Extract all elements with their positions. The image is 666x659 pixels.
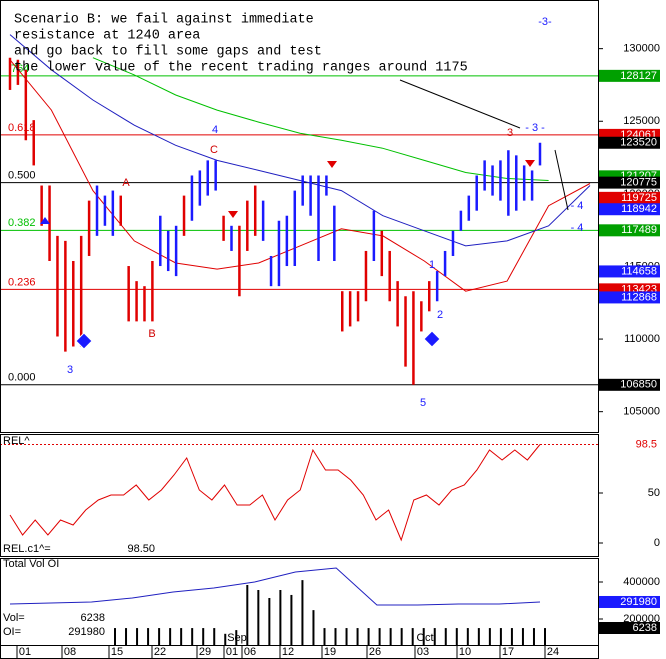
x-tick-label: 26	[369, 646, 381, 658]
x-tick-label: 15	[111, 646, 123, 658]
triangle-marker	[40, 217, 50, 224]
y-tick-label: 50	[648, 487, 660, 499]
wave-label: A	[122, 177, 130, 189]
y-tick-label: 110000	[624, 333, 660, 345]
annotation: resistance at 1240 area	[14, 29, 200, 44]
price-tag-label: 112868	[621, 291, 657, 303]
y-tick-label: 0	[654, 537, 660, 549]
oi-tag	[599, 595, 660, 608]
panel-title: Total Vol OI	[3, 558, 59, 570]
x-tick-label: 17	[502, 646, 514, 658]
moving-average	[9, 59, 591, 292]
legend-label: Vol=	[3, 612, 25, 624]
wave-label: 4	[212, 124, 218, 136]
price-tag-label: 114658	[621, 265, 657, 277]
oi-line	[9, 567, 541, 606]
frames	[0, 0, 599, 659]
price-tag-label: 120775	[620, 177, 657, 189]
wave-label: 3	[507, 127, 513, 139]
x-tick-label: 29	[199, 646, 211, 658]
panel-title: REL^	[3, 435, 30, 447]
moving-average	[9, 34, 591, 247]
chart-layer: .7640.6180.5000.3820.2360.00010500011000…	[0, 13, 660, 659]
price-tag-label: 128127	[620, 70, 657, 82]
wave-label: - 4	[571, 200, 584, 212]
x-tick-label: 19	[324, 646, 336, 658]
fib-label: 0.500	[8, 170, 36, 182]
x-tick-label: 10	[459, 646, 471, 658]
price-tag	[599, 378, 660, 391]
fib-label: 0.382	[8, 217, 36, 229]
annotation: and go back to fill some gaps and test	[14, 45, 322, 60]
x-tick-label: 03	[417, 646, 429, 658]
price-tag	[599, 291, 660, 304]
x-tick-label: 24	[547, 646, 559, 658]
tag-label: 98.5	[636, 438, 657, 450]
price-tag	[599, 136, 660, 149]
price-tag	[599, 203, 660, 216]
diamond-markers	[75, 330, 441, 350]
wave-label: 5	[420, 397, 426, 409]
legend-value: 6238	[81, 612, 105, 624]
arrow	[399, 79, 521, 129]
legend-value: 291980	[68, 626, 105, 638]
annotation: the lower value of the recent trading ra…	[14, 61, 468, 76]
wave-label: 2	[437, 309, 443, 321]
x-tick-label: 01	[19, 646, 31, 658]
price-tag-label: 118942	[621, 203, 657, 215]
moving-average	[92, 57, 549, 181]
y-tick-label: 400000	[623, 576, 660, 588]
price-tag	[599, 224, 660, 237]
wave-label: C	[210, 144, 218, 156]
x-tick-label: 22	[154, 646, 166, 658]
price-tag	[599, 176, 660, 189]
arrow	[554, 149, 569, 211]
wave-label: - 4	[571, 222, 584, 234]
wave-label: -3-	[538, 16, 552, 28]
annotation: Scenario B: we fail against immediate	[14, 13, 314, 28]
x-tick-label: 12	[282, 646, 294, 658]
x-tick-label: 06	[244, 646, 256, 658]
fib-label: 0.236	[8, 276, 36, 288]
price-tag-label: 123520	[620, 137, 657, 149]
wave-label: - 3 -	[525, 122, 545, 134]
legend-label: OI=	[3, 626, 21, 638]
vol-tag	[599, 622, 660, 634]
price-frame	[0, 0, 599, 433]
month-label: Oct	[416, 632, 433, 644]
oi-tag-label: 291980	[620, 596, 657, 608]
legend-value: 98.50	[127, 543, 155, 555]
price-tag-label: 106850	[620, 379, 657, 391]
wave-label: 1	[429, 259, 435, 271]
rel-frame	[0, 434, 599, 557]
x-tick-label: 01	[226, 646, 238, 658]
y-tick-label: 130000	[623, 43, 660, 55]
price-tag	[599, 265, 660, 278]
fib-label: 0.000	[8, 372, 36, 384]
y-tick-label: 125000	[623, 115, 660, 127]
month-label: Sep	[227, 632, 247, 644]
wave-label: 3	[67, 364, 73, 376]
vol-tag-label: 6238	[633, 622, 657, 634]
price-tag	[599, 69, 660, 82]
y-tick-label: 200000	[623, 613, 660, 625]
rel-line	[9, 444, 541, 542]
price-tag-label: 117489	[621, 224, 657, 236]
wave-label: B	[148, 328, 155, 340]
x-tick-label: 08	[64, 646, 76, 658]
price-tag-label: 119725	[621, 192, 657, 204]
y-tick-label: 105000	[623, 406, 660, 418]
price-tag	[599, 191, 660, 204]
fib-label: 0.618	[8, 122, 36, 134]
legend-label: REL.c1^=	[3, 543, 51, 555]
